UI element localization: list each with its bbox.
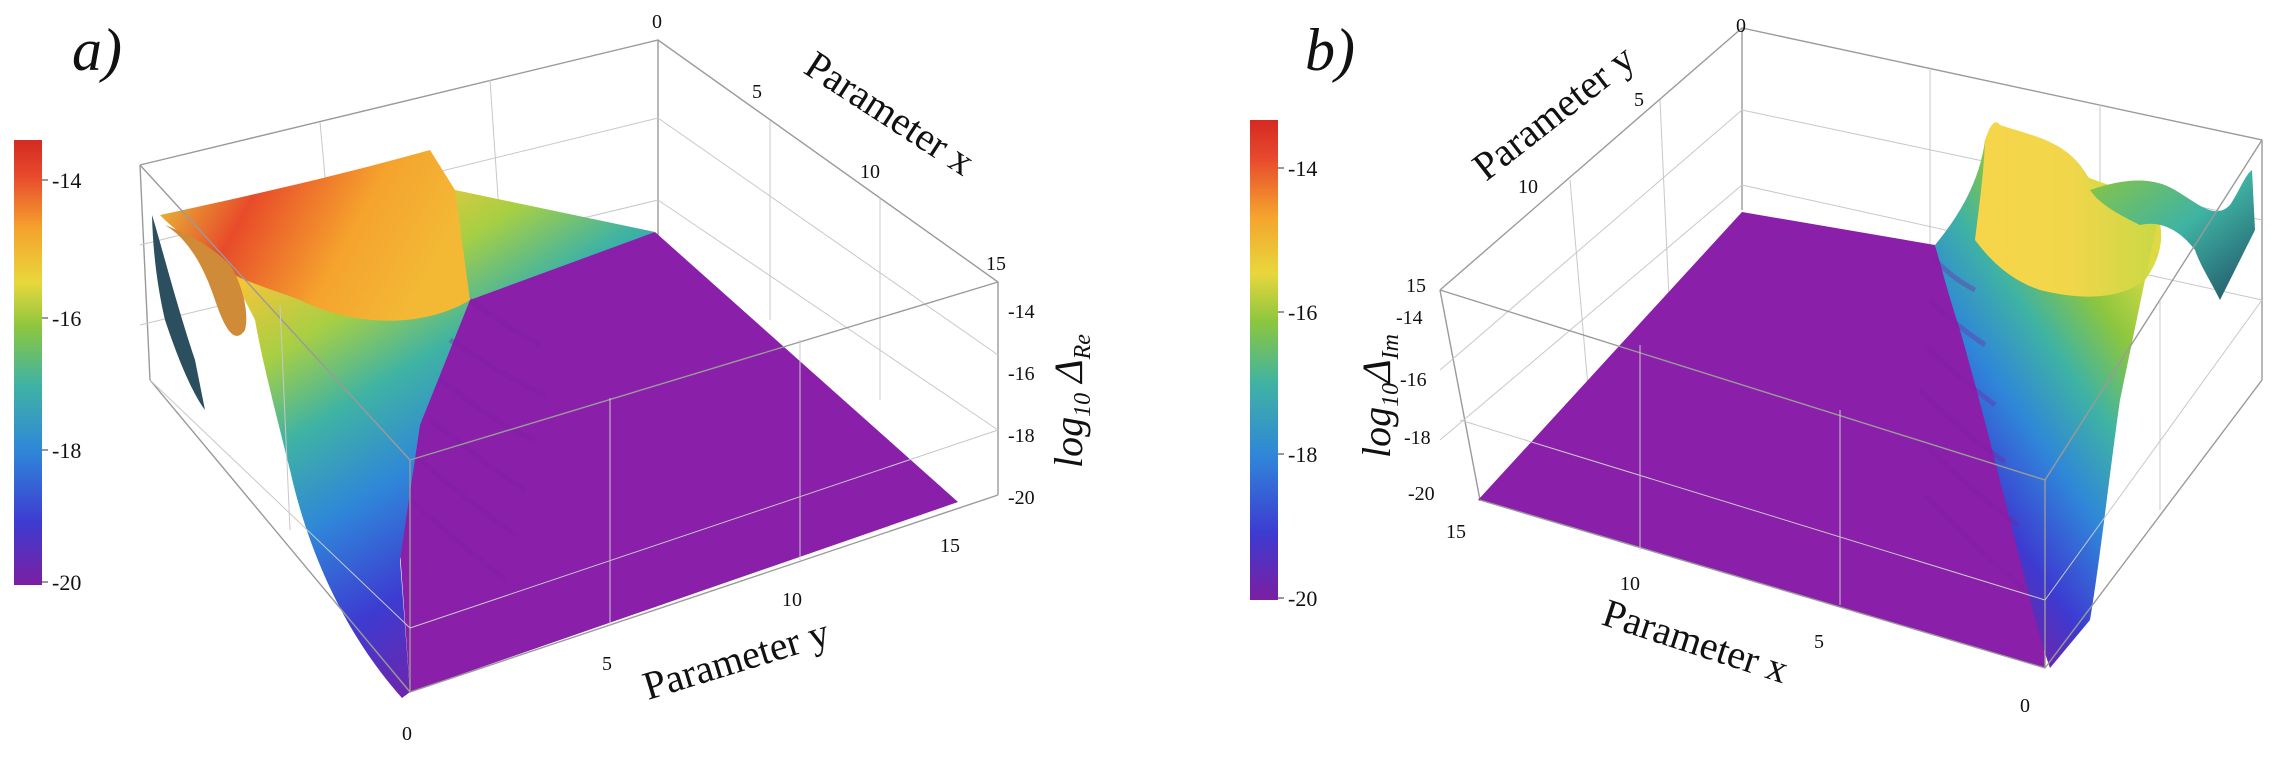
surface-plateau-a (395, 232, 958, 692)
z-axis-title-a: log10 ΔRe (1046, 334, 1096, 468)
z-tick-label: -20 (1008, 487, 1035, 509)
y-axis-title-a: Parameter y (637, 609, 834, 708)
panel-label-b: b) (1305, 17, 1355, 83)
z-tick-label: -14 (1008, 301, 1035, 323)
z-label-main: log (1046, 417, 1091, 468)
x-tick-label: 15 (1446, 521, 1466, 543)
surface-ripples-a (408, 297, 546, 582)
panel-a: a) -14 -16 -18 -20 (14, 11, 1096, 745)
x-tick-label: 0 (652, 11, 662, 33)
x-axis-title-b: Parameter x (1597, 590, 1794, 692)
surface-edge-a (152, 215, 205, 410)
surface-edge-a-inner (165, 225, 247, 336)
y-tick-label: 10 (1518, 176, 1538, 198)
y-tick-label: 10 (782, 589, 802, 611)
surface-ridge-a (160, 150, 470, 321)
z-label-sym: Δ (1046, 359, 1091, 392)
colorbar-tick-label: -16 (1288, 300, 1317, 325)
colorbar-tick-label: -18 (1288, 442, 1317, 467)
y-tick-label: 15 (1406, 275, 1426, 297)
colorbar-tick-label: -18 (52, 438, 81, 463)
surface-edge-b (2090, 170, 2255, 300)
z-axis-b: -14 -16 -18 -20 log10ΔIm (1354, 307, 1435, 505)
z-label-sub2: Im (1378, 334, 1404, 360)
y-tick-label: 5 (602, 653, 612, 675)
z-label-sub2: Re (1070, 334, 1096, 361)
panel-b: b) -14 -16 -18 -20 (1250, 15, 2263, 717)
z-axis-a: -14 -16 -18 -20 log10 ΔRe (1008, 301, 1096, 509)
z-tick-label: -20 (1408, 483, 1435, 505)
z-label-sym: Δ (1354, 359, 1399, 384)
z-tick-label: -14 (1396, 307, 1423, 329)
colorbar-ticks-a: -14 -16 -18 -20 (42, 168, 81, 595)
panel-label-a: a) (72, 17, 122, 83)
x-tick-label: 15 (986, 253, 1006, 275)
z-tick-label: -16 (1400, 369, 1427, 391)
colorbar-tick-label: -20 (52, 570, 81, 595)
y-tick-label: 0 (1736, 15, 1746, 37)
colorbar-ticks-b: -14 -16 -18 -20 (1278, 156, 1317, 611)
y-tick-label: 5 (1634, 89, 1644, 111)
z-tick-label: -16 (1008, 363, 1035, 385)
y-tick-label: 15 (940, 535, 960, 557)
z-tick-label: -18 (1008, 425, 1035, 447)
colorbar-tick-label: -14 (1288, 156, 1317, 181)
x-tick-label: 10 (1620, 573, 1640, 595)
z-label-main: log (1354, 407, 1399, 458)
z-axis-title-b: log10ΔIm (1354, 334, 1404, 458)
x-tick-label: 0 (2020, 695, 2030, 717)
colorbar-tick-label: -20 (1288, 586, 1317, 611)
colorbar-tick-label: -16 (52, 306, 81, 331)
z-label-sub1: 10 (1378, 383, 1404, 407)
z-label-sub1: 10 (1070, 393, 1096, 417)
colorbar-b (1250, 120, 1278, 600)
surface-ripples-b (1918, 258, 2027, 592)
x-tick-label: 5 (1814, 631, 1824, 653)
bounding-box-b (1439, 27, 2263, 501)
y-tick-label: 0 (402, 723, 412, 745)
bounding-box-front-b (1439, 139, 2263, 669)
bounding-box-a (139, 39, 999, 495)
surface-ridge-b (1975, 122, 2160, 297)
x-tick-label: 5 (752, 81, 762, 103)
y-axis-title-b: Parameter y (1464, 35, 1643, 189)
colorbar-a (14, 140, 42, 585)
x-axis-a: 0 5 10 15 Parameter x (652, 11, 1006, 275)
surface-wall-a (200, 190, 655, 698)
x-tick-label: 10 (860, 161, 880, 183)
bounding-box-front-a (139, 164, 999, 693)
z-tick-label: -18 (1404, 427, 1431, 449)
x-axis-title-a: Parameter x (797, 42, 983, 184)
surface-plateau-b (1478, 212, 2045, 668)
colorbar-tick-label: -14 (52, 168, 81, 193)
